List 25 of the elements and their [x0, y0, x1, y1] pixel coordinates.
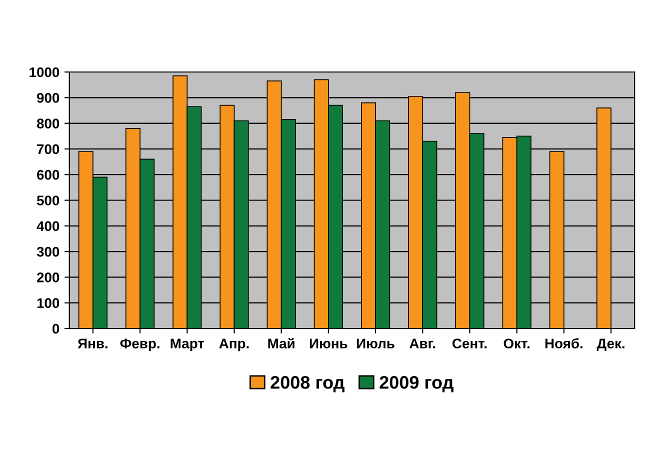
x-tick-label: Янв. [78, 338, 108, 348]
x-tick-label: Сент. [452, 338, 487, 348]
y-tick-label: 100 [37, 298, 60, 308]
y-tick-label: 900 [36, 92, 60, 103]
x-tick-label: Июнь [310, 338, 348, 348]
legend-label: 2009 год [380, 376, 454, 392]
y-tick-label: 1000 [30, 67, 60, 78]
x-tick-label: Дек. [596, 338, 624, 352]
y-tick-label: 400 [36, 221, 60, 232]
x-tick-label: Нояб. [545, 338, 582, 348]
x-tick-label: Май [268, 338, 294, 348]
x-tick-label: Март [170, 338, 204, 352]
x-tick-label: Июль [357, 338, 394, 348]
y-tick-label: 0 [52, 324, 60, 334]
y-tick-label: 300 [36, 246, 60, 257]
y-tick-label: 800 [36, 118, 60, 128]
x-tick-label: Авг. [410, 338, 436, 348]
y-tick-label: 600 [37, 170, 60, 180]
x-tick-label: Февр. [120, 338, 160, 352]
y-tick-label: 500 [36, 196, 60, 206]
legend-label: 2008 год [270, 376, 344, 392]
y-tick-label: 200 [36, 272, 60, 282]
y-tick-label: 700 [37, 144, 60, 154]
x-tick-label: Окт. [504, 338, 530, 348]
x-tick-label: Апр. [219, 338, 249, 352]
